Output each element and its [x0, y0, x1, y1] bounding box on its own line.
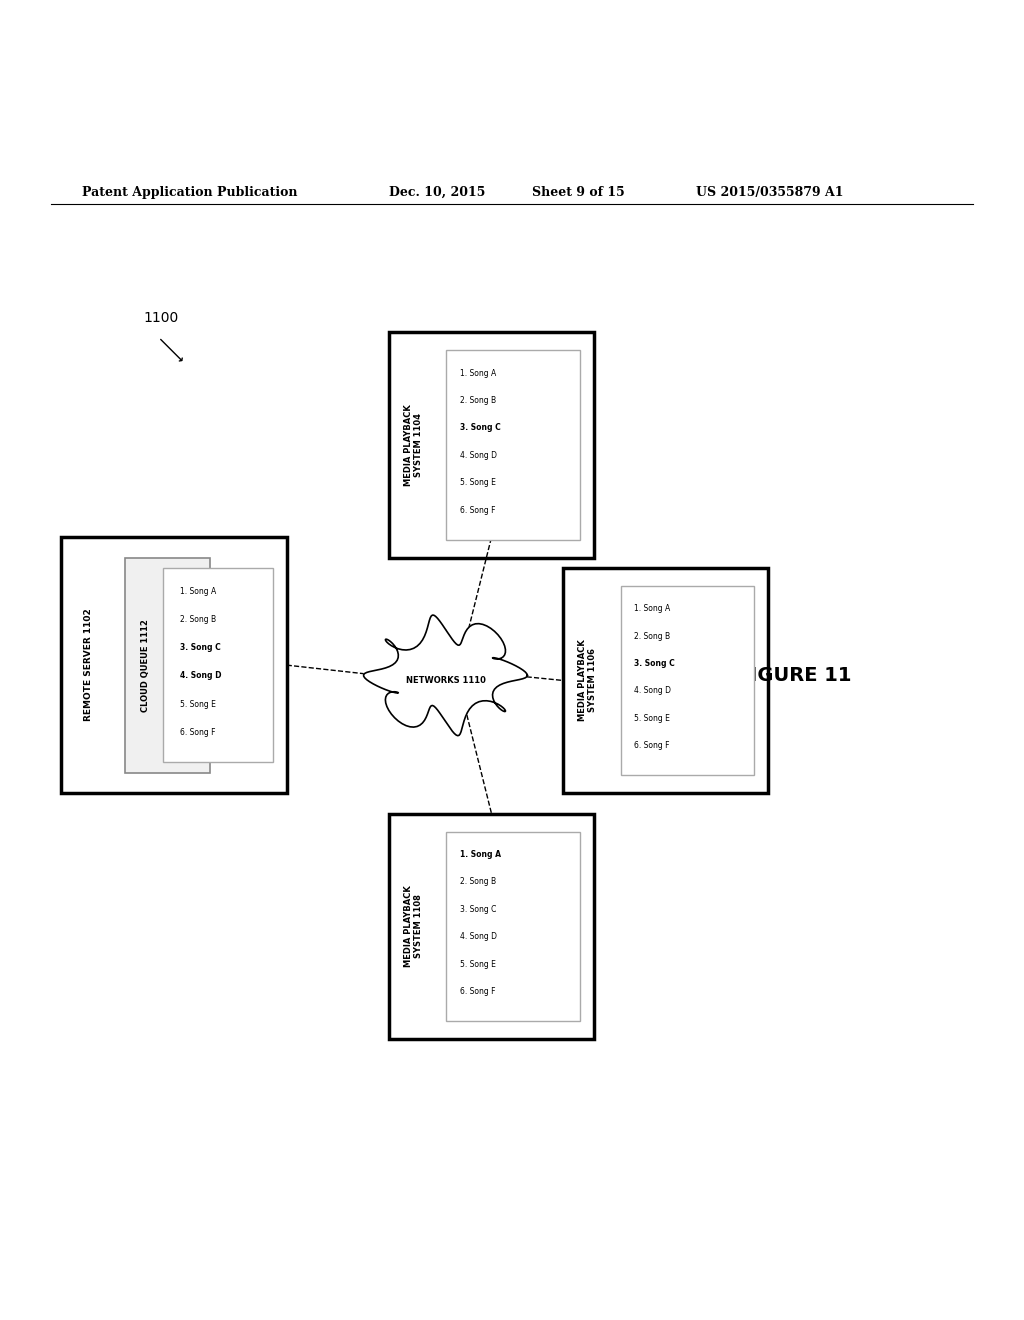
- Text: 3. Song C: 3. Song C: [179, 643, 220, 652]
- Text: NETWORKS 1110: NETWORKS 1110: [406, 676, 485, 685]
- Text: 6. Song F: 6. Song F: [634, 742, 670, 750]
- Text: 5. Song E: 5. Song E: [634, 714, 670, 723]
- Text: 1100: 1100: [143, 312, 178, 325]
- Text: 5. Song E: 5. Song E: [179, 700, 215, 709]
- FancyBboxPatch shape: [163, 568, 273, 763]
- Text: 6. Song F: 6. Song F: [460, 506, 496, 515]
- Text: Sheet 9 of 15: Sheet 9 of 15: [532, 186, 626, 198]
- Text: 1. Song A: 1. Song A: [179, 586, 216, 595]
- FancyBboxPatch shape: [125, 557, 210, 772]
- Text: MEDIA PLAYBACK
SYSTEM 1108: MEDIA PLAYBACK SYSTEM 1108: [404, 886, 423, 968]
- Text: 4. Song D: 4. Song D: [460, 451, 497, 459]
- FancyBboxPatch shape: [446, 832, 580, 1020]
- FancyBboxPatch shape: [389, 333, 594, 557]
- Text: 6. Song F: 6. Song F: [460, 987, 496, 997]
- Text: 2. Song B: 2. Song B: [634, 631, 670, 640]
- FancyBboxPatch shape: [61, 537, 287, 793]
- Text: 3. Song C: 3. Song C: [460, 424, 501, 433]
- Polygon shape: [364, 615, 527, 735]
- Text: 4. Song D: 4. Song D: [634, 686, 671, 696]
- Text: REMOTE SERVER 1102: REMOTE SERVER 1102: [84, 609, 93, 722]
- Text: 5. Song E: 5. Song E: [460, 960, 496, 969]
- Text: 1. Song A: 1. Song A: [460, 850, 501, 859]
- Text: 4. Song D: 4. Song D: [179, 672, 221, 680]
- Text: 4. Song D: 4. Song D: [460, 932, 497, 941]
- Text: CLOUD QUEUE 1112: CLOUD QUEUE 1112: [141, 619, 151, 711]
- Text: Patent Application Publication: Patent Application Publication: [82, 186, 297, 198]
- Text: MEDIA PLAYBACK
SYSTEM 1106: MEDIA PLAYBACK SYSTEM 1106: [579, 640, 597, 721]
- Text: Dec. 10, 2015: Dec. 10, 2015: [389, 186, 485, 198]
- FancyBboxPatch shape: [563, 568, 768, 793]
- FancyBboxPatch shape: [389, 813, 594, 1039]
- Text: 1. Song A: 1. Song A: [460, 368, 496, 378]
- Text: 3. Song C: 3. Song C: [460, 904, 497, 913]
- FancyBboxPatch shape: [446, 350, 580, 540]
- Text: US 2015/0355879 A1: US 2015/0355879 A1: [696, 186, 844, 198]
- FancyBboxPatch shape: [621, 586, 754, 775]
- Text: 5. Song E: 5. Song E: [460, 478, 496, 487]
- Text: 2. Song B: 2. Song B: [179, 615, 216, 624]
- Text: FIGURE 11: FIGURE 11: [737, 665, 852, 685]
- Text: 2. Song B: 2. Song B: [460, 396, 496, 405]
- Text: MEDIA PLAYBACK
SYSTEM 1104: MEDIA PLAYBACK SYSTEM 1104: [404, 404, 423, 486]
- Text: 1. Song A: 1. Song A: [634, 605, 670, 612]
- Text: 6. Song F: 6. Song F: [179, 727, 215, 737]
- Text: 3. Song C: 3. Song C: [634, 659, 675, 668]
- Text: 2. Song B: 2. Song B: [460, 878, 496, 886]
